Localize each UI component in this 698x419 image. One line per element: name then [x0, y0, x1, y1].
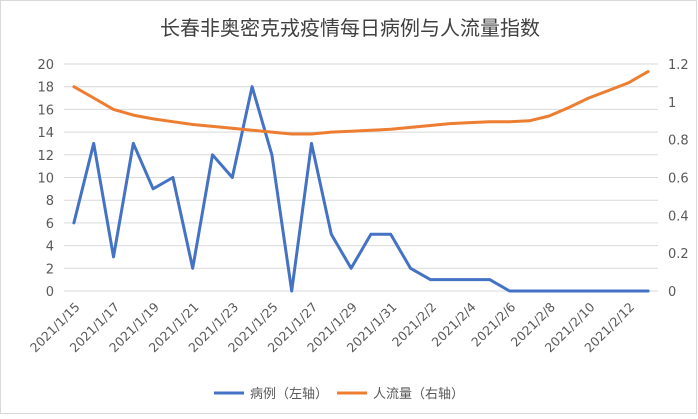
data-point [171, 120, 175, 123]
data-point [132, 113, 135, 117]
data-point [349, 267, 353, 270]
data-point [132, 142, 135, 145]
data-point [290, 289, 293, 293]
data-point [72, 221, 76, 225]
data-point [112, 255, 115, 259]
data-point [211, 153, 214, 156]
series-lines [72, 70, 650, 293]
data-point [448, 122, 452, 125]
data-point [290, 132, 293, 136]
data-point [646, 70, 650, 73]
data-point [429, 124, 432, 127]
data-point [349, 129, 353, 133]
data-point [547, 114, 551, 118]
series-line-cases [72, 85, 650, 293]
data-point [369, 233, 373, 236]
data-point [429, 278, 432, 281]
data-point [171, 176, 175, 179]
right-axis-tick-label: 0.2 [668, 247, 689, 262]
data-point [92, 96, 95, 100]
data-point [151, 117, 155, 121]
right-axis-tick-label: 0.8 [668, 134, 689, 149]
data-point [151, 187, 155, 191]
data-point [528, 289, 531, 293]
data-point [191, 267, 194, 270]
left-axis-tick-label: 20 [37, 58, 54, 73]
data-point [231, 127, 234, 130]
data-point [587, 289, 590, 293]
data-point [607, 289, 610, 293]
data-point [389, 233, 392, 236]
right-axis-ticks: 0 0.2 0.4 0.6 0.8 1 1.2 [668, 58, 689, 300]
left-axis-ticks: 0 2 4 6 8 10 12 14 16 18 20 [37, 58, 54, 300]
data-point [270, 153, 274, 156]
data-point [488, 120, 491, 123]
data-point [468, 121, 472, 124]
data-point [191, 123, 194, 126]
right-axis-tick-label: 0.4 [668, 209, 689, 224]
data-point [627, 81, 630, 85]
right-axis-tick-label: 0 [668, 285, 676, 300]
data-point [310, 132, 313, 136]
data-point [508, 120, 511, 123]
right-axis-tick-label: 1 [668, 96, 676, 111]
data-point [389, 128, 392, 131]
data-point [508, 289, 511, 293]
left-axis-tick-label: 18 [37, 81, 54, 96]
right-axis-tick-label: 1.2 [668, 58, 689, 73]
data-point [448, 278, 452, 281]
data-point [409, 267, 412, 270]
left-axis-tick-label: 4 [46, 240, 54, 255]
data-point [627, 289, 630, 293]
left-axis-tick-label: 10 [37, 172, 54, 187]
gridlines [64, 63, 658, 292]
data-point [468, 278, 472, 281]
legend-label: 人流量（右轴） [373, 387, 464, 402]
left-axis-tick-label: 0 [46, 285, 54, 300]
left-axis-tick-label: 8 [46, 194, 54, 209]
data-point [330, 130, 333, 134]
left-axis-tick-label: 16 [37, 103, 54, 118]
data-point [72, 85, 76, 88]
legend-label: 病例（左轴） [250, 387, 328, 402]
right-axis-tick-label: 0.6 [668, 172, 689, 187]
left-axis-tick-label: 6 [46, 217, 54, 232]
chart-title: 长春非奥密克戎疫情每日病例与人流量指数 [160, 16, 540, 40]
data-point [112, 108, 115, 111]
data-point [409, 126, 412, 129]
data-point [607, 89, 610, 92]
data-point [92, 142, 95, 145]
left-axis-tick-label: 12 [37, 149, 54, 164]
data-point [567, 289, 571, 293]
data-point [547, 289, 551, 293]
data-point [250, 129, 254, 132]
x-axis-ticks: 2021/1/152021/1/172021/1/192021/1/212021… [27, 299, 637, 355]
series-line-traffic [72, 70, 650, 136]
data-point [231, 176, 234, 179]
legend: 病例（左轴） 人流量（右轴） [214, 387, 464, 402]
data-point [587, 96, 590, 100]
data-point [310, 142, 313, 145]
data-point [369, 129, 373, 132]
data-point [646, 289, 650, 293]
data-point [250, 85, 254, 88]
data-point [270, 130, 274, 134]
data-point [211, 125, 214, 128]
data-point [567, 106, 571, 109]
left-axis-tick-label: 2 [46, 262, 54, 277]
data-point [488, 278, 491, 281]
left-axis-tick-label: 14 [37, 126, 54, 141]
data-point [330, 233, 333, 236]
data-point [528, 119, 531, 122]
